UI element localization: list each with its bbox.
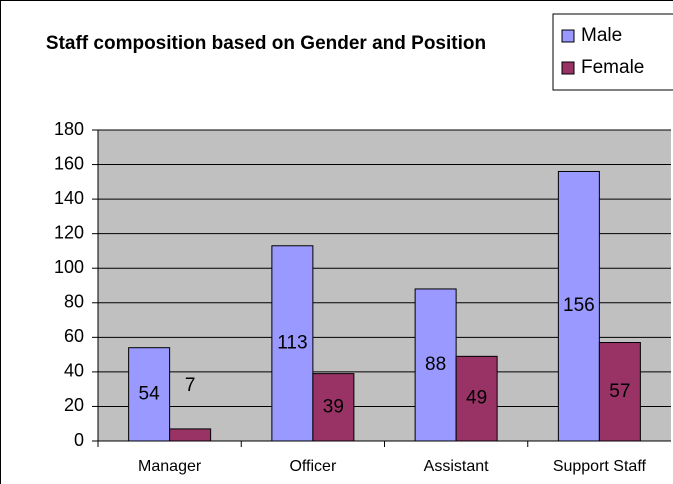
y-tick-label: 160 [54, 153, 84, 173]
bar [414, 288, 457, 442]
data-label: 39 [323, 396, 344, 417]
bar [128, 347, 171, 442]
bar [598, 342, 641, 442]
legend-label: Male [581, 25, 622, 46]
bar [312, 373, 355, 442]
data-label: 88 [425, 354, 446, 375]
y-tick-label: 0 [74, 430, 84, 450]
bar [455, 355, 498, 442]
data-label: 7 [185, 375, 196, 396]
y-tick-label: 60 [64, 326, 84, 346]
y-tick-label: 40 [64, 361, 84, 381]
data-label: 54 [139, 383, 161, 404]
bar [169, 428, 212, 442]
chart-title: Staff composition based on Gender and Po… [45, 33, 487, 54]
x-tick-label: Support Staff [553, 458, 647, 475]
y-tick-label: 100 [54, 257, 84, 277]
bar [271, 245, 314, 442]
y-tick-label: 80 [64, 292, 84, 312]
data-label: 57 [609, 381, 630, 402]
legend-label: Female [581, 57, 644, 78]
data-label: 156 [563, 295, 595, 316]
x-tick-label: Manager [138, 458, 202, 475]
legend-box [552, 13, 673, 91]
legend-swatch [561, 61, 575, 75]
x-tick-label: Officer [289, 458, 337, 475]
x-tick-label: Assistant [424, 458, 489, 475]
y-tick-label: 140 [54, 188, 84, 208]
bar [557, 170, 600, 442]
data-label: 49 [466, 388, 487, 409]
legend-swatch [561, 29, 575, 43]
y-tick-label: 120 [54, 222, 84, 242]
y-tick-label: 180 [54, 119, 84, 139]
y-tick-label: 20 [64, 395, 84, 415]
data-label: 113 [277, 332, 307, 353]
